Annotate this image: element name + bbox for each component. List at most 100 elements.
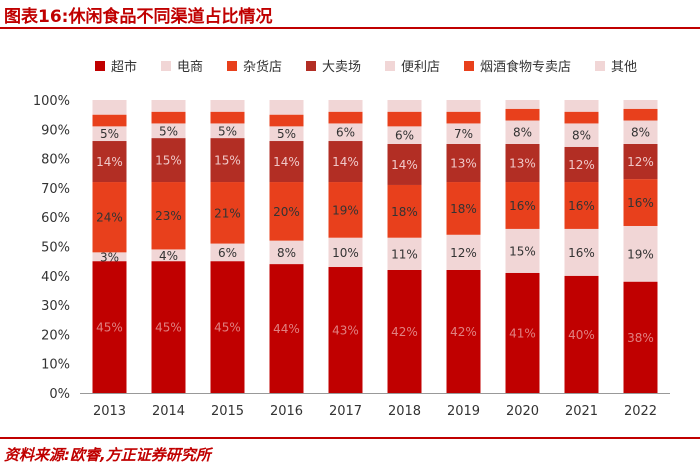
data-label: 7% bbox=[454, 127, 473, 141]
data-label: 5% bbox=[277, 127, 296, 141]
bars: 45% 3% 24% 14% 5% 45% 4% 23% 15% 5% 45% 6% 21% 15% 5% 4… bbox=[92, 100, 658, 393]
y-tick-label: 90% bbox=[41, 123, 70, 138]
bar-segment-2019-e8b685e5b882 bbox=[446, 269, 481, 393]
legend-swatch-e8b685e5b882 bbox=[95, 61, 105, 71]
bar-segment-2021-e7839fe98592e9a39fe789a9e4b893e58d96e5ba97 bbox=[564, 111, 599, 124]
bar-segment-2019-e5a4a7e58d96e59cba bbox=[446, 143, 481, 183]
bar-segment-2020-e7839fe98592e9a39fe789a9e4b893e58d96e5ba97 bbox=[505, 108, 540, 121]
bar-segment-2018-e69d82e8b4a7e5ba97 bbox=[387, 184, 422, 238]
bar-segment-2014-e7839fe98592e9a39fe789a9e4b893e58d96e5ba97 bbox=[151, 111, 186, 124]
data-label: 42% bbox=[391, 325, 418, 339]
x-tick-label: 2015 bbox=[211, 404, 244, 419]
data-label: 45% bbox=[96, 321, 123, 335]
y-tick-label: 50% bbox=[41, 241, 70, 256]
data-label: 45% bbox=[214, 321, 241, 335]
bar-segment-2014-e585b6e4bb96 bbox=[151, 100, 186, 112]
data-label: 8% bbox=[513, 126, 532, 140]
bar-segment-2021-e8b685e5b882 bbox=[564, 275, 599, 393]
x-tick-label: 2019 bbox=[447, 404, 480, 419]
x-tick-label: 2018 bbox=[388, 404, 421, 419]
y-tick-label: 70% bbox=[41, 182, 70, 197]
bar-segment-2015-e4bebfe588a9e5ba97 bbox=[210, 123, 245, 139]
data-label: 6% bbox=[218, 246, 237, 260]
bar-segment-2014-e69d82e8b4a7e5ba97 bbox=[151, 182, 186, 250]
bar-segment-2017-e69d82e8b4a7e5ba97 bbox=[328, 182, 363, 238]
bar-segment-2016-e7839fe98592e9a39fe789a9e4b893e58d96e5ba97 bbox=[269, 114, 304, 127]
bar-segment-2015-e8b685e5b882 bbox=[210, 261, 245, 393]
data-label: 38% bbox=[627, 331, 654, 345]
data-label: 12% bbox=[450, 246, 477, 260]
bar-segment-2022-e69d82e8b4a7e5ba97 bbox=[623, 179, 658, 226]
bar-segment-2016-e5a4a7e58d96e59cba bbox=[269, 141, 304, 183]
bar-segment-2018-e794b5e59586 bbox=[387, 237, 422, 270]
bar-segment-2021-e794b5e59586 bbox=[564, 228, 599, 276]
bar-segment-2013-e69d82e8b4a7e5ba97 bbox=[92, 182, 127, 253]
data-label: 4% bbox=[159, 249, 178, 263]
data-label: 18% bbox=[391, 205, 418, 219]
x-tick-label: 2021 bbox=[565, 404, 598, 419]
bar-segment-2017-e794b5e59586 bbox=[328, 237, 363, 268]
bar-segment-2013-e8b685e5b882 bbox=[92, 261, 127, 393]
bar-segment-2022-e4bebfe588a9e5ba97 bbox=[623, 120, 658, 144]
data-label: 15% bbox=[509, 244, 536, 258]
bar-segment-2018-e585b6e4bb96 bbox=[387, 100, 422, 112]
y-tick-label: 60% bbox=[41, 211, 70, 226]
bar-segment-2022-e585b6e4bb96 bbox=[623, 100, 658, 109]
legend-swatch-e69d82e8b4a7e5ba97 bbox=[227, 61, 237, 71]
legend: 超市 电商 杂货店 大卖场 便利店 烟酒食物专卖店 其他 bbox=[95, 59, 637, 75]
data-label: 12% bbox=[627, 155, 654, 169]
data-label: 42% bbox=[450, 325, 477, 339]
bar-segment-2016-e8b685e5b882 bbox=[269, 264, 304, 393]
data-label: 8% bbox=[277, 246, 296, 260]
y-tick-label: 10% bbox=[41, 358, 70, 373]
source-rule bbox=[0, 437, 700, 439]
data-label: 12% bbox=[568, 158, 595, 172]
data-label: 16% bbox=[568, 246, 595, 260]
legend-swatch-e5a4a7e58d96e59cba bbox=[306, 61, 316, 71]
x-tick-label: 2016 bbox=[270, 404, 303, 419]
bar-segment-2018-e7839fe98592e9a39fe789a9e4b893e58d96e5ba97 bbox=[387, 111, 422, 127]
bar-segment-2018-e4bebfe588a9e5ba97 bbox=[387, 126, 422, 144]
data-label: 14% bbox=[332, 155, 359, 169]
bar-segment-2022-e5a4a7e58d96e59cba bbox=[623, 143, 658, 180]
data-label: 11% bbox=[391, 247, 418, 261]
bar-segment-2016-e69d82e8b4a7e5ba97 bbox=[269, 182, 304, 241]
data-label: 23% bbox=[155, 209, 182, 223]
data-label: 6% bbox=[395, 129, 414, 143]
data-label: 44% bbox=[273, 322, 300, 336]
bar-segment-2015-e585b6e4bb96 bbox=[210, 100, 245, 112]
data-label: 24% bbox=[96, 211, 123, 225]
bar-segment-2020-e8b685e5b882 bbox=[505, 272, 540, 393]
legend-label: 大卖场 bbox=[322, 60, 361, 75]
data-label: 5% bbox=[100, 127, 119, 141]
data-label: 5% bbox=[159, 124, 178, 138]
bar-segment-2021-e69d82e8b4a7e5ba97 bbox=[564, 182, 599, 229]
y-tick-label: 100% bbox=[33, 94, 70, 109]
bar-segment-2016-e585b6e4bb96 bbox=[269, 100, 304, 115]
bar-segment-2014-e5a4a7e58d96e59cba bbox=[151, 138, 186, 183]
bar-segment-2017-e585b6e4bb96 bbox=[328, 100, 363, 112]
data-label: 3% bbox=[100, 250, 119, 264]
data-label: 16% bbox=[509, 199, 536, 213]
data-label: 40% bbox=[568, 328, 595, 342]
bar-segment-2017-e8b685e5b882 bbox=[328, 267, 363, 393]
data-label: 19% bbox=[627, 247, 654, 261]
legend-label: 电商 bbox=[177, 60, 203, 75]
bar-segment-2017-e7839fe98592e9a39fe789a9e4b893e58d96e5ba97 bbox=[328, 111, 363, 124]
y-tick-label: 30% bbox=[41, 299, 70, 314]
data-label: 41% bbox=[509, 326, 536, 340]
y-tick-label: 80% bbox=[41, 153, 70, 168]
bar-segment-2019-e794b5e59586 bbox=[446, 234, 481, 270]
bar-segment-2020-e794b5e59586 bbox=[505, 228, 540, 273]
data-label: 10% bbox=[332, 246, 359, 260]
bar-segment-2015-e7839fe98592e9a39fe789a9e4b893e58d96e5ba97 bbox=[210, 111, 245, 124]
y-tick-label: 0% bbox=[49, 387, 70, 402]
bar-segment-2013-e7839fe98592e9a39fe789a9e4b893e58d96e5ba97 bbox=[92, 114, 127, 127]
legend-label: 便利店 bbox=[401, 60, 440, 75]
bar-segment-2014-e8b685e5b882 bbox=[151, 261, 186, 393]
bar-segment-2013-e4bebfe588a9e5ba97 bbox=[92, 126, 127, 142]
legend-swatch-e794b5e59586 bbox=[161, 61, 171, 71]
bar-segment-2022-e794b5e59586 bbox=[623, 225, 658, 282]
data-label: 6% bbox=[336, 126, 355, 140]
bar-segment-2016-e4bebfe588a9e5ba97 bbox=[269, 126, 304, 142]
